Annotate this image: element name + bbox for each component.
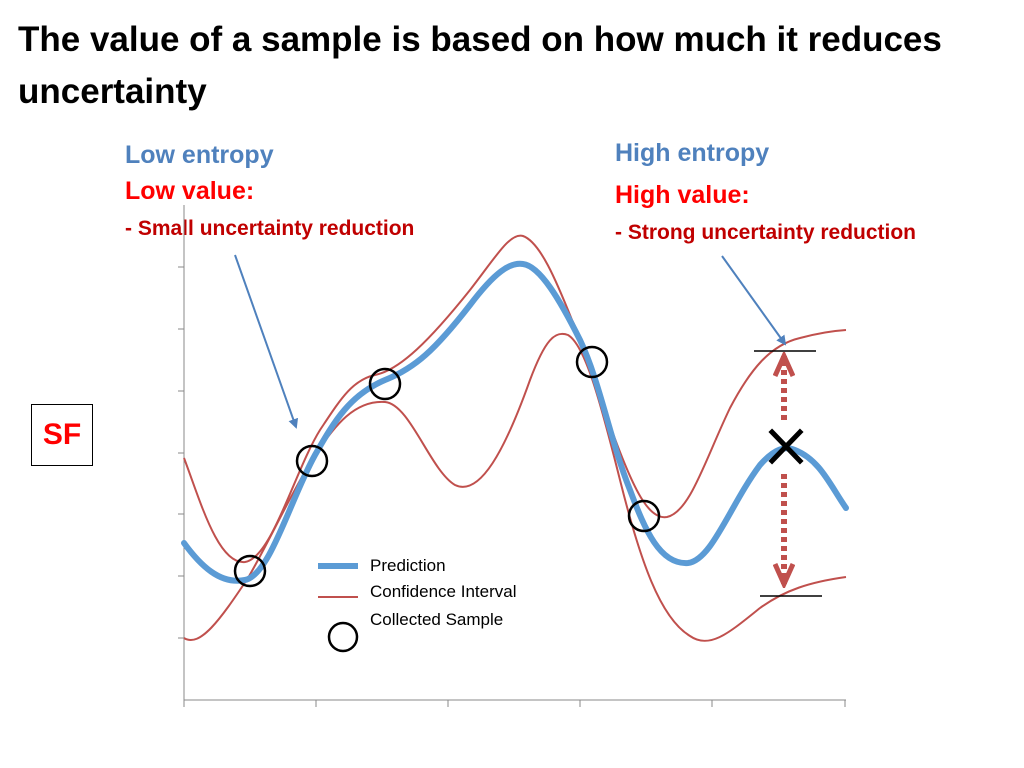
low-entropy-pointer xyxy=(234,254,299,429)
x-axis xyxy=(183,699,846,707)
confidence-lower-curve xyxy=(183,332,847,642)
legend-confidence-label: Confidence Interval xyxy=(370,582,516,601)
sf-label-box: SF xyxy=(31,404,93,466)
slide-title: The value of a sample is based on how mu… xyxy=(18,20,942,111)
legend-prediction-label: Prediction xyxy=(370,556,446,575)
sf-label: SF xyxy=(42,418,82,451)
x-mark-icon xyxy=(768,428,804,465)
prediction-curve xyxy=(181,260,849,584)
low-value-detail: - Small uncertainty reduction xyxy=(125,217,415,240)
sample-circle xyxy=(295,444,329,478)
high-entropy-label: High entropy xyxy=(615,139,770,167)
legend: Prediction Confidence Interval Collected… xyxy=(318,556,516,653)
confidence-upper-curve xyxy=(183,234,847,564)
y-axis xyxy=(178,205,185,700)
high-value-detail: - Strong uncertainty reduction xyxy=(615,221,917,244)
circle-icon xyxy=(327,621,359,653)
low-value-label: Low value: xyxy=(125,177,255,205)
legend-sample-label: Collected Sample xyxy=(370,610,503,629)
low-entropy-label: Low entropy xyxy=(125,141,274,169)
sample-circle xyxy=(575,345,609,379)
sample-circle xyxy=(368,367,402,401)
interval-bounds xyxy=(754,350,822,597)
high-value-label: High value: xyxy=(615,181,750,209)
sample-circle xyxy=(233,554,267,588)
sample-circle xyxy=(627,499,661,533)
collected-samples xyxy=(233,345,661,588)
high-entropy-pointer xyxy=(721,255,787,346)
